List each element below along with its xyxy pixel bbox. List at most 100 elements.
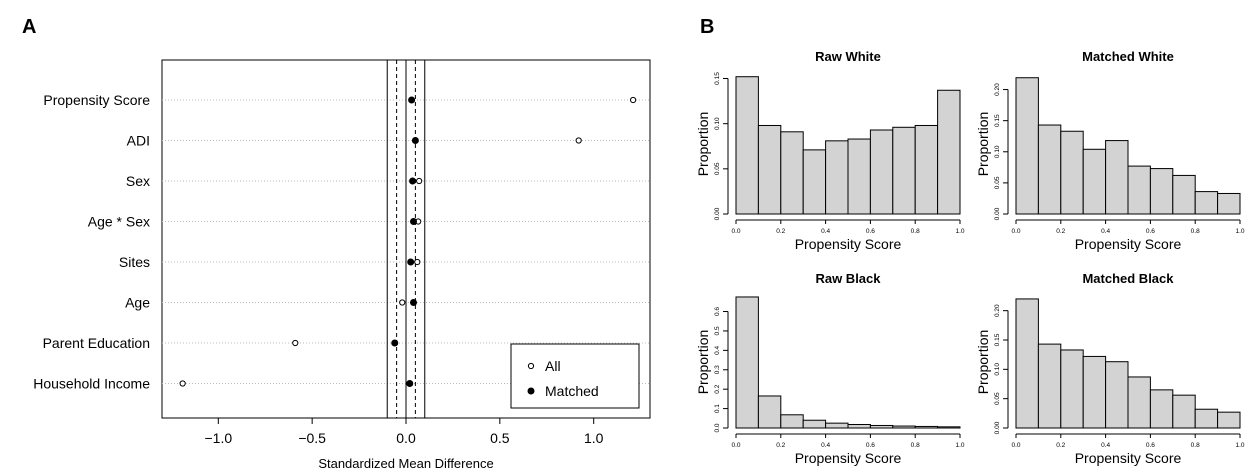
x-tick-label: 0.4 (821, 442, 830, 449)
histogram-bar (1037, 124, 1062, 215)
histogram-bar (1127, 165, 1151, 215)
x-tick-label: 0.4 (1101, 442, 1110, 449)
y-tick-label: 0.05 (994, 176, 1001, 189)
x-tick-label: 0.6 (866, 442, 875, 449)
histogram-bar (1149, 389, 1174, 429)
point-matched (410, 299, 418, 306)
y-tick-label: 0.15 (994, 114, 1001, 127)
histogram-bar (757, 124, 782, 215)
y-axis-label: Proportion (695, 112, 711, 177)
row-label: Age (125, 295, 150, 311)
histogram-bar (825, 140, 849, 215)
legend-label: Matched (545, 383, 599, 399)
y-tick-label: 0.10 (714, 117, 721, 130)
histogram-bar (780, 414, 804, 429)
x-tick-label: 0.6 (1146, 442, 1155, 449)
legend-marker (527, 387, 535, 395)
y-axis-label: Proportion (695, 330, 711, 395)
histogram-title: Matched Black (1082, 271, 1174, 286)
x-tick-label: 0.2 (1056, 228, 1065, 235)
histogram-bar (780, 131, 804, 215)
x-tick-label: 0.2 (776, 228, 785, 235)
histogram-bar (1194, 408, 1219, 429)
histogram-bar (892, 425, 916, 429)
legend-box (510, 343, 640, 409)
panel-b-label: B (700, 16, 714, 38)
histogram-bar (1015, 298, 1039, 429)
histogram-bar (1194, 191, 1219, 215)
histogram-title: Raw Black (815, 271, 881, 286)
histogram-bar (735, 296, 759, 429)
y-tick-label: 0.20 (994, 304, 1001, 317)
x-tick-label: 0.0 (731, 442, 740, 449)
histogram-bar (1082, 148, 1107, 215)
histogram-bar (1060, 130, 1084, 215)
y-tick-label: 0.15 (994, 333, 1001, 346)
x-tick-label: 0.5 (490, 430, 510, 446)
histogram-bar (735, 76, 759, 215)
x-tick-label: 0.0 (731, 228, 740, 235)
row-label: Sex (126, 173, 150, 189)
x-axis-label: Propensity Score (1075, 450, 1182, 466)
histogram-matched-white: Matched White 0.00 0.05 0.10 0.15 0.20 Proport… (975, 49, 1245, 252)
x-axis-label: Standardized Mean Difference (318, 456, 493, 471)
histogram-bar (937, 89, 961, 215)
point-all (630, 96, 637, 104)
x-tick-label: 1.0 (955, 228, 964, 235)
histogram-bar (869, 424, 894, 429)
row-label: Age * Sex (88, 214, 150, 230)
y-tick-label: 0.10 (994, 363, 1001, 376)
row-label: Parent Education (43, 335, 150, 351)
x-tick-label: −1.0 (204, 430, 232, 446)
point-matched (391, 339, 399, 347)
x-tick-label: 1.0 (955, 442, 964, 449)
histogram-raw-white: Raw White 0.00 0.05 0.10 0.15 Proportion 0.0 0.… (695, 49, 965, 252)
histogram-bar (914, 124, 939, 215)
histogram-bar (937, 426, 961, 429)
x-tick-label: 0.4 (1101, 228, 1110, 235)
x-tick-label: 0.0 (396, 430, 416, 446)
x-tick-label: 0.6 (866, 228, 875, 235)
y-axis-label: Proportion (975, 112, 991, 177)
y-tick-label: 0.05 (714, 162, 721, 175)
point-all (575, 137, 582, 144)
x-tick-label: 0.6 (1146, 228, 1155, 235)
y-tick-label: 0.00 (994, 207, 1001, 220)
histogram-bar (825, 422, 849, 429)
point-matched (407, 258, 415, 266)
x-axis-label: Propensity Score (1075, 236, 1182, 252)
row-label: Propensity Score (43, 92, 150, 108)
histogram-bar (1037, 343, 1062, 429)
point-matched (409, 177, 417, 185)
point-all (179, 380, 186, 387)
point-matched (408, 96, 416, 104)
x-tick-label: −0.5 (298, 430, 326, 446)
point-matched (410, 218, 418, 225)
point-matched (411, 137, 419, 144)
y-tick-label: 0.20 (994, 83, 1001, 96)
x-tick-label: 0.8 (1191, 442, 1200, 449)
histogram-bar (1060, 349, 1084, 429)
histogram-matched-black: Matched Black 0.00 0.05 0.10 0.15 0.20 Proport… (975, 271, 1245, 466)
x-tick-label: 0.4 (821, 228, 830, 235)
histogram-bar (1172, 394, 1196, 429)
x-tick-label: 0.2 (1056, 442, 1065, 449)
histogram-bar (847, 424, 871, 429)
histogram-bar (802, 149, 827, 215)
y-tick-label: 0.1 (714, 404, 721, 413)
legend-marker (527, 362, 535, 370)
y-tick-label: 0.0 (714, 423, 721, 432)
point-all (292, 339, 299, 347)
point-all (399, 299, 406, 306)
y-tick-label: 0.00 (994, 421, 1001, 434)
x-tick-label: 1.0 (584, 430, 604, 446)
y-tick-label: 0.6 (714, 307, 721, 316)
y-tick-label: 0.00 (714, 207, 721, 220)
x-tick-label: 0.0 (1011, 442, 1020, 449)
x-tick-label: 0.2 (776, 442, 785, 449)
histogram-bar (1149, 168, 1174, 215)
y-tick-label: 0.2 (714, 384, 721, 393)
legend-label: All (545, 358, 561, 374)
x-axis-label: Propensity Score (795, 236, 902, 252)
